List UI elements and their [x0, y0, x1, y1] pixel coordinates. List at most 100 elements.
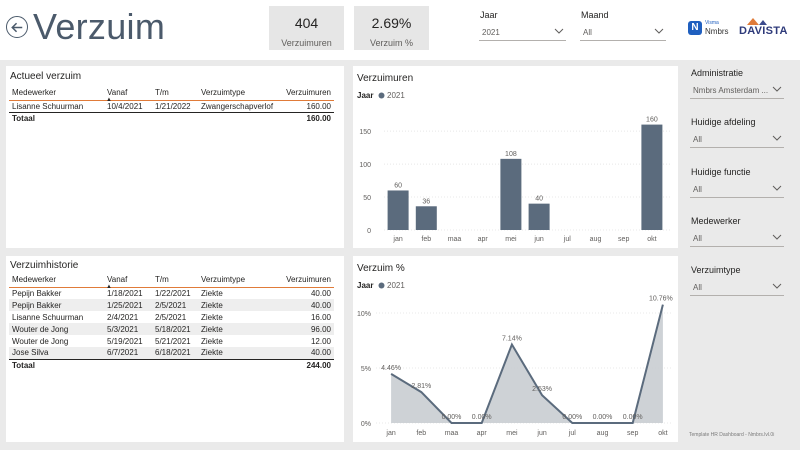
column-header[interactable]: Verzuimuren [278, 273, 334, 288]
kpi-value: 2.69% [371, 15, 412, 31]
column-header[interactable]: Verzuimuren [278, 86, 334, 101]
x-tick-label: okt [658, 430, 667, 437]
page-title: Verzuim [33, 6, 166, 47]
data-label: 2.81% [411, 383, 431, 390]
kpi-card-verzuim-pct: 2.69% Verzuim % [354, 6, 429, 50]
data-label: 160 [646, 117, 658, 124]
table-cell: 40.00 [310, 288, 331, 298]
filter-value: Nmbrs Amsterdam ... [693, 86, 769, 95]
table-cell: 2/5/2021 [155, 312, 187, 322]
table-cell: 2/4/2021 [107, 312, 139, 322]
filter-dropdown-medewerker[interactable]: All [690, 230, 784, 247]
column-header[interactable]: Vanaf ▲ [104, 86, 152, 103]
data-label: 40 [535, 196, 543, 203]
davista-logo: DAVISTA [739, 16, 791, 44]
filter-dropdown-huidige-afdeling[interactable]: All [690, 131, 784, 148]
verzuimhistorie-table: Medewerker Vanaf ▲ T/m Verzuimtype Verzui… [9, 273, 334, 371]
table-cell: 40.00 [278, 299, 334, 311]
data-label: 10.76% [649, 296, 673, 303]
table-total-row: Totaal 160.00 [9, 111, 334, 124]
column-header[interactable]: Vanaf ▲ [104, 273, 152, 290]
column-header[interactable]: Medewerker [9, 273, 104, 288]
panel-title: Actueel verzuim [10, 71, 82, 82]
x-tick-label: aug [597, 430, 609, 437]
table-cell: 6/7/2021 [104, 347, 152, 359]
slicer-jaar-dropdown[interactable]: 2021 [479, 24, 566, 41]
logo-text: Visma [705, 20, 719, 26]
column-header[interactable]: Medewerker [9, 86, 104, 101]
data-label: 0.00% [442, 414, 462, 421]
slicer-maand-dropdown[interactable]: All [580, 24, 666, 41]
filter-label: Huidige functie [691, 167, 751, 177]
y-tick-label: 0% [361, 421, 371, 428]
slicer-value: All [583, 28, 592, 37]
data-label: 0.00% [562, 414, 582, 421]
legend-title: Jaar [357, 91, 373, 100]
table-cell: 16.00 [310, 312, 331, 322]
filter-sidebar [684, 64, 800, 450]
legend-marker [378, 282, 385, 289]
table-cell: 5/21/2021 [155, 336, 191, 346]
data-label: 0.00% [623, 414, 643, 421]
verzuim-pct-area-chart: Verzuim % Jaar 2021 0% 5% 10% 4.46% jan 2.81% feb… [357, 263, 673, 437]
y-tick-label: 10% [357, 311, 371, 318]
slicer-label-jaar: Jaar [480, 10, 498, 20]
total-value: 244.00 [278, 358, 334, 371]
table-cell: 96.00 [278, 323, 334, 335]
table-cell: 12.00 [310, 336, 331, 346]
y-tick-label: 100 [359, 162, 371, 169]
filter-label: Huidige afdeling [691, 117, 756, 127]
table-cell: 1/21/2022 [155, 101, 191, 111]
chevron-down-icon [772, 133, 782, 143]
x-tick-label: feb [421, 236, 431, 243]
kpi-label: Verzuimuren [281, 38, 332, 48]
table-row: Pepijn Bakker 1/25/2021 2/5/2021 Ziekte … [9, 299, 334, 311]
y-tick-label: 0 [367, 228, 371, 235]
template-footnote: Template HR Dashboard - Nmbrs.lvl.0i [689, 432, 775, 438]
y-tick-label: 150 [359, 129, 371, 136]
back-button[interactable] [6, 16, 28, 38]
total-value: 160.00 [278, 111, 334, 124]
x-tick-label: jan [392, 236, 402, 243]
sort-ascending-icon: ▲ [106, 284, 112, 290]
x-tick-label: jan [385, 430, 395, 437]
chart-title: Verzuim % [357, 263, 405, 274]
actueel-verzuim-panel: Actueel verzuim Medewerker Vanaf ▲ T/m Ve… [6, 66, 344, 248]
slicer-value: 2021 [482, 28, 500, 37]
panel-title: Verzuimhistorie [10, 260, 79, 271]
table-cell: Ziekte [198, 299, 278, 311]
table-row: Jose Silva 6/7/2021 6/18/2021 Ziekte 40.… [9, 347, 334, 359]
filter-value: All [693, 234, 702, 243]
table-cell: 1/22/2021 [155, 288, 191, 298]
column-header[interactable]: T/m [152, 86, 198, 101]
filter-label: Medewerker [691, 216, 741, 226]
table-cell: 1/18/2021 [107, 288, 143, 298]
table-cell: 160.00 [306, 101, 331, 111]
y-tick-label: 5% [361, 366, 371, 373]
filter-dropdown-administratie[interactable]: Nmbrs Amsterdam ... [690, 82, 784, 99]
bar [387, 190, 409, 230]
table-cell: 5/3/2021 [104, 323, 152, 335]
verzuimhistorie-panel: Verzuimhistorie Medewerker Vanaf ▲ T/m Ve… [6, 256, 344, 442]
data-label: 0.00% [593, 414, 613, 421]
table-cell: Ziekte [198, 347, 278, 359]
data-label: 108 [505, 151, 517, 158]
visma-nmbrs-logo: N Visma Nmbrs [685, 12, 733, 48]
table-header-row: Medewerker Vanaf ▲ T/m Verzuimtype Verzui… [9, 273, 334, 290]
data-label: 7.14% [502, 335, 522, 342]
data-label: 36 [422, 198, 430, 205]
x-tick-label: maa [445, 430, 459, 437]
column-header[interactable]: Verzuimtype [198, 86, 278, 101]
table-cell: Pepijn Bakker [9, 299, 104, 311]
table-cell: Wouter de Jong [9, 323, 104, 335]
bar [641, 124, 663, 230]
chevron-down-icon [654, 26, 664, 36]
column-header[interactable]: T/m [152, 273, 198, 288]
x-tick-label: apr [478, 236, 489, 243]
filter-dropdown-huidige-functie[interactable]: All [690, 181, 784, 198]
filter-dropdown-verzuimtype[interactable]: All [690, 279, 784, 296]
table-row: Wouter de Jong 5/3/2021 5/18/2021 Ziekte… [9, 323, 334, 335]
data-label: 0.00% [472, 414, 492, 421]
x-tick-label: jun [536, 430, 546, 437]
column-header[interactable]: Verzuimtype [198, 273, 278, 288]
